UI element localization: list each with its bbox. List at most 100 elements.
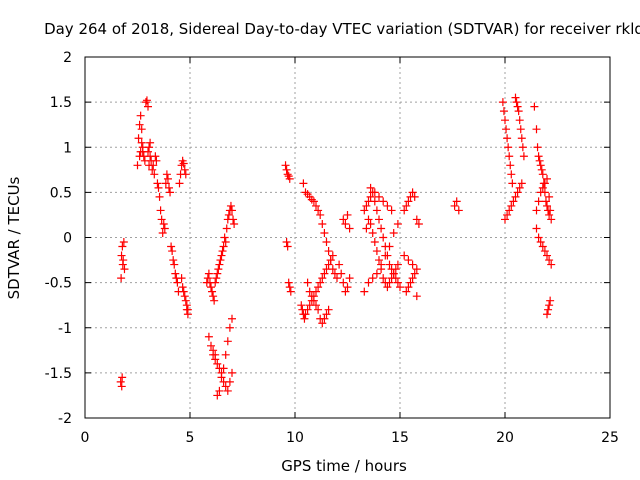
data-point — [389, 228, 398, 237]
data-point — [514, 107, 523, 116]
data-point — [282, 165, 291, 174]
data-point — [545, 301, 554, 310]
data-point — [385, 242, 394, 251]
data-point — [412, 215, 421, 224]
data-point — [377, 260, 386, 269]
data-point — [138, 143, 147, 152]
data-point — [119, 256, 128, 265]
data-point — [134, 134, 143, 143]
data-point — [412, 292, 421, 301]
grid-lines — [85, 57, 610, 418]
data-point — [180, 292, 189, 301]
data-point — [383, 201, 392, 210]
data-point — [181, 296, 190, 305]
y-tick-label: -2 — [58, 411, 72, 427]
data-point — [212, 274, 221, 283]
x-axis-title: GPS time / hours — [281, 457, 407, 475]
data-point — [285, 283, 294, 292]
data-point — [545, 192, 554, 201]
data-point — [400, 251, 409, 260]
data-point — [144, 102, 152, 111]
data-point — [343, 210, 352, 219]
data-point — [179, 159, 188, 168]
data-point — [299, 179, 308, 188]
data-point — [225, 323, 234, 332]
data-point — [160, 224, 169, 233]
data-point — [366, 192, 375, 201]
data-point — [368, 228, 377, 237]
x-tick-label: 0 — [81, 430, 90, 446]
data-point — [151, 152, 160, 161]
data-point — [343, 283, 352, 292]
data-point — [404, 256, 413, 265]
data-point — [543, 201, 551, 210]
data-point — [213, 391, 222, 400]
data-point — [175, 179, 184, 188]
x-tick-label: 20 — [496, 430, 514, 446]
data-point — [393, 260, 402, 269]
data-point — [452, 197, 461, 206]
y-tick-label: 1 — [63, 140, 72, 156]
data-point — [402, 287, 411, 296]
data-point — [284, 278, 293, 287]
data-point — [454, 206, 463, 215]
data-point — [324, 260, 333, 269]
data-point — [511, 93, 520, 102]
data-point — [393, 278, 402, 287]
data-point — [515, 183, 524, 192]
y-tick-label: 0.5 — [50, 185, 72, 201]
data-point — [404, 283, 413, 292]
chart-title: Day 264 of 2018, Sidereal Day-to-day VTE… — [44, 20, 640, 38]
data-point — [543, 174, 551, 183]
data-point — [159, 219, 168, 228]
data-point — [214, 265, 223, 274]
data-point — [341, 287, 350, 296]
data-point — [389, 269, 398, 278]
y-tick-labels: -2 -1.5 -1 -0.5 0 0.5 1 1.5 2 — [45, 50, 72, 427]
data-point — [538, 183, 547, 192]
data-point — [379, 233, 388, 242]
data-point — [170, 260, 179, 269]
data-point — [137, 125, 146, 134]
data-point — [538, 242, 547, 251]
data-point — [370, 188, 379, 197]
data-point — [385, 278, 394, 287]
data-point — [215, 260, 224, 269]
data-point — [370, 197, 379, 206]
data-point — [499, 107, 508, 116]
data-point — [324, 247, 333, 256]
data-point — [368, 274, 377, 283]
data-point — [298, 305, 307, 314]
data-point — [410, 269, 419, 278]
data-point — [169, 256, 178, 265]
data-point — [179, 287, 188, 296]
data-point — [221, 238, 230, 247]
data-point — [144, 147, 152, 156]
data-point — [341, 219, 350, 228]
data-point — [408, 188, 417, 197]
data-point — [154, 183, 163, 192]
data-point — [406, 278, 415, 287]
data-point — [221, 350, 230, 359]
data-point — [518, 143, 527, 152]
data-point — [161, 179, 170, 188]
data-point — [213, 359, 222, 368]
data-point — [337, 269, 346, 278]
data-point — [408, 274, 417, 283]
data-point — [210, 296, 219, 305]
x-tick-label: 10 — [286, 430, 304, 446]
data-point — [318, 319, 327, 328]
data-point — [511, 192, 520, 201]
data-point — [180, 165, 189, 174]
data-point — [534, 152, 543, 161]
data-point — [501, 215, 509, 224]
data-point — [229, 215, 238, 224]
data-point — [533, 143, 542, 152]
data-point — [322, 238, 331, 247]
data-point — [219, 242, 228, 251]
data-point — [547, 260, 556, 269]
data-point — [316, 278, 325, 287]
data-point — [505, 152, 514, 161]
data-point — [339, 215, 348, 224]
data-point — [307, 292, 316, 301]
